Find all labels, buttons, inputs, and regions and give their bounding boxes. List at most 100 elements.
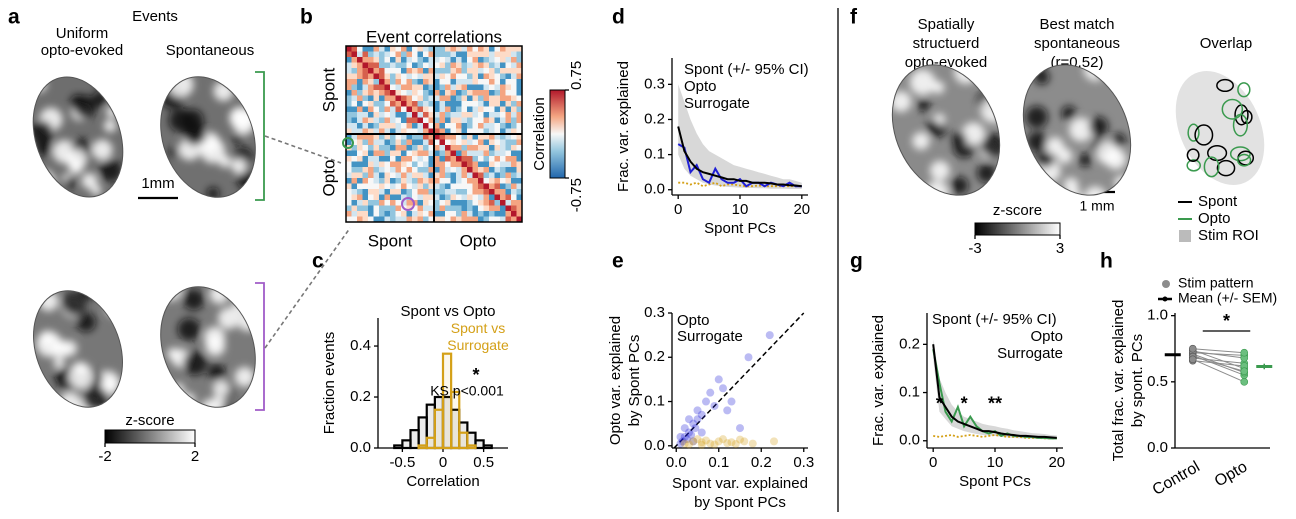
image-spot [53, 357, 65, 369]
heatmap-cell [456, 178, 462, 184]
heatmap-cell [373, 205, 380, 212]
heatmap-cell [346, 73, 352, 80]
heatmap-cell [357, 172, 363, 179]
image-spot [1078, 153, 1092, 167]
heatmap-cell [423, 189, 429, 195]
heatmap-cell [500, 123, 506, 129]
heatmap-cell [445, 106, 451, 113]
heatmap-cell [384, 134, 391, 140]
heatmap-cell [434, 62, 440, 69]
heatmap-cell [395, 139, 402, 146]
heatmap-cell [439, 73, 446, 80]
heatmap-cell [439, 167, 446, 173]
heatmap-cell [511, 73, 517, 80]
col-label: Opto [460, 231, 497, 250]
heatmap-cell [373, 128, 380, 135]
heatmap-cell [351, 90, 358, 96]
heatmap-cell [500, 101, 506, 107]
heatmap-cell [390, 95, 396, 102]
heatmap-cell [373, 156, 380, 162]
column-title: Uniform [56, 25, 109, 42]
heatmap-cell [489, 161, 495, 168]
heatmap-cell [450, 73, 457, 80]
heatmap-cell [346, 117, 352, 124]
heatmap-cell [412, 216, 418, 223]
heatmap-cell [395, 68, 402, 74]
heatmap-cell [450, 205, 457, 212]
heatmap-cell [423, 123, 429, 129]
heatmap-cell [505, 172, 512, 179]
heatmap-cell [401, 117, 407, 124]
heatmap-cell [351, 139, 358, 146]
heatmap-cell [483, 178, 490, 184]
heatmap-cell [483, 128, 490, 135]
panel-label: d [612, 6, 625, 29]
heatmap-cell [516, 200, 523, 206]
heatmap-cell [417, 112, 424, 118]
heatmap-cell [362, 90, 369, 96]
heatmap-cell [395, 128, 402, 135]
heatmap-cell [362, 79, 369, 85]
heatmap-cell [456, 79, 462, 85]
heatmap-cell [406, 156, 413, 162]
heatmap-cell [373, 123, 380, 129]
heatmap-cell [417, 134, 424, 140]
heatmap-cell [379, 90, 385, 96]
heatmap-cell [450, 101, 457, 107]
heatmap-cell [511, 167, 517, 173]
heatmap-cell [357, 68, 363, 74]
scatter-point [697, 440, 706, 449]
heatmap-cell [489, 101, 495, 107]
heatmap-cell [472, 73, 479, 80]
heatmap-cell [505, 46, 512, 52]
heatmap-cell [478, 167, 484, 173]
image-spot [31, 77, 47, 93]
heatmap-cell [472, 183, 479, 190]
image-spot [950, 176, 969, 195]
heatmap-cell [346, 128, 352, 135]
heatmap-cell [406, 101, 413, 107]
heatmap-cell [500, 134, 506, 140]
y-axis-label: Frac. var. explained [870, 315, 887, 446]
col-label: Spont [368, 231, 413, 250]
heatmap-cell [461, 84, 468, 91]
scatter-point [676, 439, 685, 448]
heatmap-cell [357, 117, 363, 124]
heatmap-cell [511, 139, 517, 146]
heatmap-cell [390, 79, 396, 85]
heatmap-cell [467, 123, 473, 129]
heatmap-cell [384, 183, 391, 190]
scatter-point [723, 439, 732, 448]
heatmap-cell [412, 57, 418, 63]
image-spot [103, 119, 117, 133]
x-tick-label: Opto [1212, 458, 1251, 490]
heatmap-cell [461, 51, 468, 58]
heatmap-cell [467, 112, 473, 118]
heatmap-cell [494, 172, 501, 179]
heatmap-cell [417, 106, 424, 113]
colorbar-label: z-score [993, 202, 1042, 219]
colorbar [549, 89, 566, 179]
y-tick-label: 0.1 [644, 146, 665, 163]
heatmap-cell [467, 145, 473, 151]
heatmap-cell [456, 68, 462, 74]
heatmap-cell [483, 62, 490, 69]
heatmap-cell [505, 57, 512, 63]
heatmap-cell [368, 205, 374, 212]
image-spot [1027, 53, 1045, 72]
heatmap-cell [417, 211, 424, 217]
image-spot [183, 351, 208, 376]
heatmap-cell [362, 189, 369, 195]
heatmap-cell [516, 46, 523, 52]
heatmap-cell [351, 183, 358, 190]
heatmap-cell [434, 51, 440, 58]
heatmap-cell [428, 134, 435, 140]
heatmap-cell [357, 150, 363, 157]
panel-label: h [1100, 250, 1113, 273]
heatmap-cell [456, 112, 462, 118]
image-outline [160, 76, 256, 198]
image-spot [980, 133, 1006, 158]
outline-roi [1194, 124, 1214, 146]
heatmap-cell [439, 211, 446, 217]
column-title: structuerd [913, 35, 980, 52]
